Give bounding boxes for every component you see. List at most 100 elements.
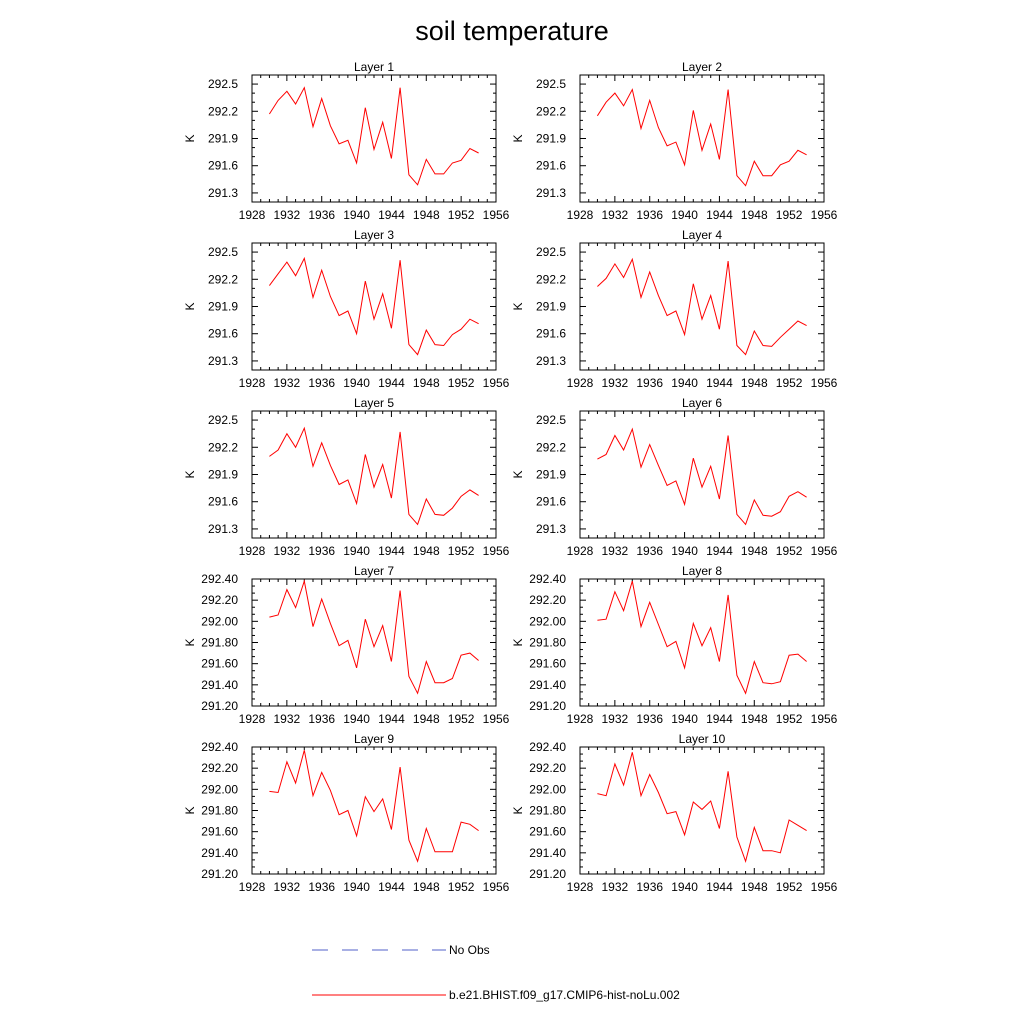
x-tick-label: 1952 bbox=[776, 376, 803, 390]
x-tick-label: 1932 bbox=[274, 208, 301, 222]
series-line bbox=[269, 579, 479, 695]
y-tick-label: 291.3 bbox=[208, 354, 238, 368]
x-tick-label: 1932 bbox=[602, 712, 629, 726]
x-tick-label: 1936 bbox=[636, 544, 663, 558]
panel-layer-5: Layer 5 K 1928 1932 1936 1940 1944 1948 1952 1956… bbox=[183, 396, 510, 558]
x-tick-label: 1928 bbox=[567, 880, 594, 894]
legend-label-model: b.e21.BHIST.f09_g17.CMIP6-hist-noLu.002 bbox=[449, 988, 680, 1002]
x-tick-label: 1948 bbox=[741, 376, 768, 390]
x-tick-label: 1952 bbox=[448, 544, 475, 558]
panel-layer-3: Layer 3 K 1928 1932 1936 1940 1944 1948 1952 1956… bbox=[183, 228, 510, 390]
legend-label-obs: No Obs bbox=[449, 943, 490, 957]
y-tick-label: 292.5 bbox=[536, 245, 566, 259]
x-tick-label: 1932 bbox=[274, 712, 301, 726]
x-tick-label: 1944 bbox=[706, 208, 733, 222]
x-tick-label: 1940 bbox=[671, 712, 698, 726]
y-tick-label: 291.6 bbox=[536, 159, 566, 173]
x-tick-label: 1936 bbox=[308, 880, 335, 894]
x-tick-label: 1936 bbox=[308, 376, 335, 390]
panel-title: Layer 2 bbox=[682, 60, 722, 74]
x-tick-label: 1956 bbox=[483, 880, 510, 894]
x-tick-label: 1956 bbox=[811, 880, 838, 894]
series-line bbox=[268, 86, 479, 186]
x-tick-label: 1936 bbox=[636, 712, 663, 726]
legend: No Obs b.e21.BHIST.f09_g17.CMIP6-hist-no… bbox=[312, 943, 680, 1002]
x-tick-label: 1948 bbox=[741, 208, 768, 222]
y-tick-label: 291.3 bbox=[536, 186, 566, 200]
x-tick-label: 1944 bbox=[706, 376, 733, 390]
y-tick-label: 292.40 bbox=[201, 740, 238, 754]
y-tick-label: 291.20 bbox=[201, 699, 238, 713]
plot-frame bbox=[579, 410, 825, 539]
x-tick-label: 1948 bbox=[741, 880, 768, 894]
plot-frame bbox=[251, 410, 497, 539]
x-tick-label: 1928 bbox=[567, 544, 594, 558]
y-tick-label: 291.9 bbox=[208, 132, 238, 146]
y-axis-label: K bbox=[183, 134, 197, 142]
series-line bbox=[268, 256, 479, 356]
x-tick-label: 1940 bbox=[671, 544, 698, 558]
panel-title: Layer 7 bbox=[354, 564, 394, 578]
series-line bbox=[597, 257, 807, 356]
y-tick-label: 291.9 bbox=[536, 468, 566, 482]
panel-layer-2: Layer 2 K 1928 1932 1936 1940 1944 1948 1952 1956… bbox=[511, 60, 838, 222]
y-tick-label: 291.80 bbox=[201, 804, 238, 818]
x-tick-label: 1956 bbox=[483, 208, 510, 222]
y-tick-label: 292.20 bbox=[529, 593, 566, 607]
y-axis-label: K bbox=[511, 302, 525, 310]
y-tick-label: 291.6 bbox=[536, 495, 566, 509]
series-line bbox=[597, 752, 807, 864]
y-axis-label: K bbox=[183, 470, 197, 478]
panel-layer-4: Layer 4 K 1928 1932 1936 1940 1944 1948 1952 1956… bbox=[511, 228, 838, 390]
y-tick-label: 291.20 bbox=[529, 867, 566, 881]
y-tick-label: 292.5 bbox=[208, 413, 238, 427]
x-tick-label: 1940 bbox=[343, 376, 370, 390]
x-tick-label: 1952 bbox=[776, 712, 803, 726]
x-tick-label: 1952 bbox=[448, 208, 475, 222]
x-tick-label: 1940 bbox=[343, 712, 370, 726]
x-tick-label: 1944 bbox=[706, 544, 733, 558]
x-tick-label: 1948 bbox=[413, 712, 440, 726]
panel-title: Layer 5 bbox=[354, 396, 394, 410]
x-tick-label: 1944 bbox=[378, 376, 405, 390]
y-tick-label: 292.5 bbox=[208, 245, 238, 259]
x-tick-label: 1928 bbox=[567, 376, 594, 390]
x-tick-label: 1928 bbox=[567, 712, 594, 726]
panel-layer-10: Layer 10 K 1928 1932 1936 1940 1944 1948 1952 195… bbox=[511, 732, 838, 894]
x-tick-label: 1936 bbox=[636, 376, 663, 390]
x-tick-label: 1944 bbox=[378, 544, 405, 558]
x-tick-label: 1956 bbox=[811, 544, 838, 558]
y-tick-label: 291.40 bbox=[529, 678, 566, 692]
panels: Layer 1 K 1928 1932 1936 1940 1944 1948 1952 1956… bbox=[183, 60, 838, 894]
x-tick-label: 1956 bbox=[483, 712, 510, 726]
x-tick-label: 1948 bbox=[413, 880, 440, 894]
y-tick-label: 291.80 bbox=[201, 636, 238, 650]
y-tick-label: 291.6 bbox=[208, 495, 238, 509]
x-tick-label: 1944 bbox=[378, 712, 405, 726]
x-tick-label: 1956 bbox=[483, 544, 510, 558]
x-tick-label: 1936 bbox=[308, 208, 335, 222]
y-axis-label: K bbox=[511, 806, 525, 814]
y-tick-label: 292.40 bbox=[529, 572, 566, 586]
panel-title: Layer 4 bbox=[682, 228, 722, 242]
plot-frame bbox=[579, 746, 825, 875]
y-tick-label: 291.3 bbox=[536, 354, 566, 368]
series-line bbox=[269, 426, 479, 526]
y-tick-label: 291.9 bbox=[536, 300, 566, 314]
y-tick-label: 291.40 bbox=[201, 678, 238, 692]
y-axis-label: K bbox=[183, 638, 197, 646]
x-tick-label: 1948 bbox=[741, 544, 768, 558]
y-axis-label: K bbox=[511, 470, 525, 478]
x-tick-label: 1952 bbox=[448, 880, 475, 894]
y-tick-label: 292.20 bbox=[201, 593, 238, 607]
y-tick-label: 292.40 bbox=[201, 572, 238, 586]
y-tick-label: 291.40 bbox=[201, 846, 238, 860]
x-tick-label: 1956 bbox=[811, 208, 838, 222]
x-tick-label: 1936 bbox=[636, 208, 663, 222]
y-axis-label: K bbox=[183, 302, 197, 310]
y-tick-label: 292.00 bbox=[201, 782, 238, 796]
y-tick-label: 292.5 bbox=[208, 77, 238, 91]
x-tick-label: 1932 bbox=[602, 208, 629, 222]
plot-frame bbox=[251, 578, 497, 707]
y-axis-label: K bbox=[183, 806, 197, 814]
